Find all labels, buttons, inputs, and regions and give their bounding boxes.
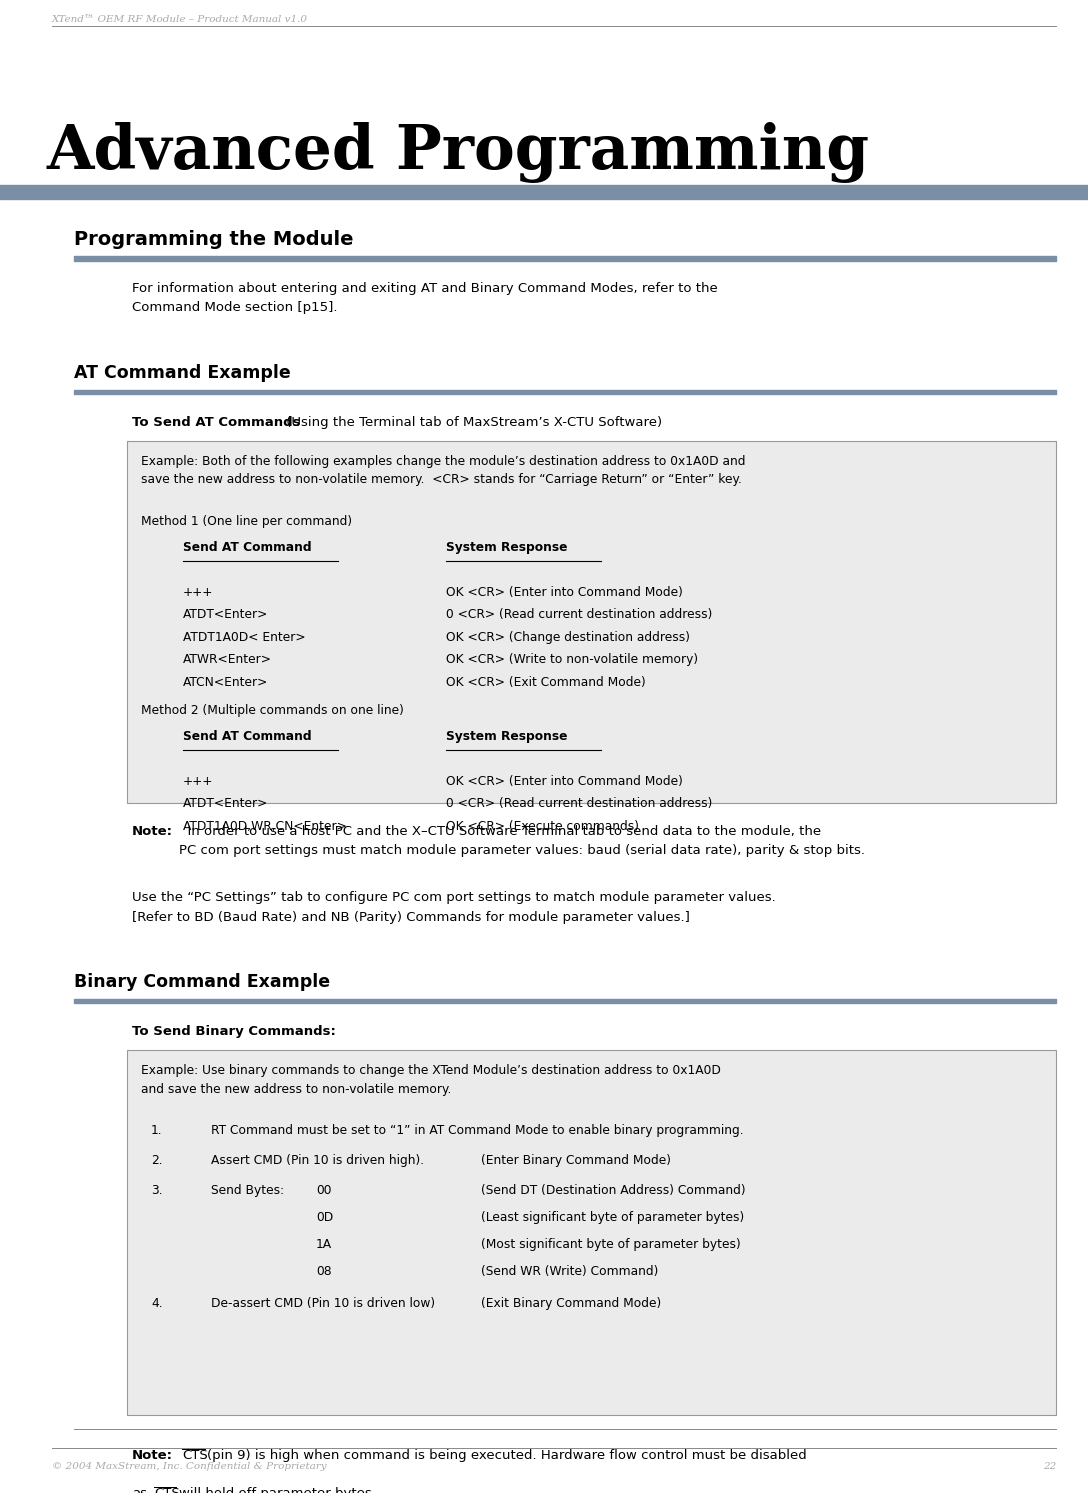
Text: OK <CR> (Enter into Command Mode): OK <CR> (Enter into Command Mode) [446,775,683,788]
Text: OK <CR> (Change destination address): OK <CR> (Change destination address) [446,632,690,643]
Text: CTS: CTS [182,1450,208,1462]
Text: 3.: 3. [151,1184,162,1197]
Text: (Exit Binary Command Mode): (Exit Binary Command Mode) [481,1297,662,1309]
Text: ATCN<Enter>: ATCN<Enter> [183,676,269,688]
Text: AT Command Example: AT Command Example [74,364,290,382]
Text: Send Bytes:: Send Bytes: [211,1184,284,1197]
Text: (Using the Terminal tab of MaxStream’s X-CTU Software): (Using the Terminal tab of MaxStream’s X… [282,417,663,428]
Text: For information about entering and exiting AT and Binary Command Modes, refer to: For information about entering and exiti… [132,282,718,315]
Text: +++: +++ [183,585,213,599]
Text: (Least significant byte of parameter bytes): (Least significant byte of parameter byt… [481,1211,744,1224]
Text: OK <CR> (Execute commands): OK <CR> (Execute commands) [446,820,639,833]
Text: 2.: 2. [151,1154,162,1168]
Text: (Most significant byte of parameter bytes): (Most significant byte of parameter byte… [481,1238,741,1251]
Text: To Send AT Commands: To Send AT Commands [132,417,300,428]
Text: Assert CMD (Pin 10 is driven high).: Assert CMD (Pin 10 is driven high). [211,1154,424,1168]
Text: RT Command must be set to “1” in AT Command Mode to enable binary programming.: RT Command must be set to “1” in AT Comm… [211,1124,743,1138]
Text: 0D: 0D [316,1211,333,1224]
Text: 4.: 4. [151,1297,162,1309]
Text: Method 2 (Multiple commands on one line): Method 2 (Multiple commands on one line) [141,705,404,717]
Text: Use the “PC Settings” tab to configure PC com port settings to match module para: Use the “PC Settings” tab to configure P… [132,891,776,924]
Text: (Enter Binary Command Mode): (Enter Binary Command Mode) [481,1154,671,1168]
Text: 1A: 1A [316,1238,332,1251]
Text: XTend™ OEM RF Module – Product Manual v1.0: XTend™ OEM RF Module – Product Manual v1… [52,15,308,24]
FancyBboxPatch shape [127,1050,1056,1415]
Text: © 2004 MaxStream, Inc. Confidential & Proprietary: © 2004 MaxStream, Inc. Confidential & Pr… [52,1462,326,1471]
Text: Advanced Programming: Advanced Programming [47,122,870,184]
FancyBboxPatch shape [127,440,1056,803]
Text: (Send DT (Destination Address) Command): (Send DT (Destination Address) Command) [481,1184,745,1197]
Text: Programming the Module: Programming the Module [74,230,354,249]
Text: Example: Use binary commands to change the XTend Module’s destination address to: Example: Use binary commands to change t… [141,1065,721,1096]
Text: OK <CR> (Enter into Command Mode): OK <CR> (Enter into Command Mode) [446,585,683,599]
Text: System Response: System Response [446,540,568,554]
Text: CTS: CTS [154,1487,180,1493]
Text: 0 <CR> (Read current destination address): 0 <CR> (Read current destination address… [446,609,713,621]
Text: as: as [132,1487,147,1493]
Text: Method 1 (One line per command): Method 1 (One line per command) [141,515,353,529]
Text: 1.: 1. [151,1124,162,1138]
Text: OK <CR> (Write to non-volatile memory): OK <CR> (Write to non-volatile memory) [446,654,698,666]
Text: ATDT<Enter>: ATDT<Enter> [183,797,269,811]
Text: Binary Command Example: Binary Command Example [74,973,330,991]
Text: ATDT<Enter>: ATDT<Enter> [183,609,269,621]
Text: Note:: Note: [132,826,173,838]
Text: System Response: System Response [446,730,568,744]
Text: Send AT Command: Send AT Command [183,730,311,744]
Text: 0 <CR> (Read current destination address): 0 <CR> (Read current destination address… [446,797,713,811]
Text: (Send WR (Write) Command): (Send WR (Write) Command) [481,1265,658,1278]
Text: Note:: Note: [132,1450,173,1462]
Text: To Send Binary Commands:: To Send Binary Commands: [132,1026,336,1038]
Text: OK <CR> (Exit Command Mode): OK <CR> (Exit Command Mode) [446,676,646,688]
Text: ATDT1A0D,WR,CN<Enter>: ATDT1A0D,WR,CN<Enter> [183,820,348,833]
Text: De-assert CMD (Pin 10 is driven low): De-assert CMD (Pin 10 is driven low) [211,1297,435,1309]
Text: will hold off parameter bytes.: will hold off parameter bytes. [180,1487,375,1493]
Text: (pin 9) is high when command is being executed. Hardware flow control must be di: (pin 9) is high when command is being ex… [207,1450,806,1462]
Text: ATDT1A0D< Enter>: ATDT1A0D< Enter> [183,632,306,643]
Text: ATWR<Enter>: ATWR<Enter> [183,654,272,666]
Text: 22: 22 [1042,1462,1056,1471]
Text: Send AT Command: Send AT Command [183,540,311,554]
Text: 08: 08 [316,1265,332,1278]
Text: In order to use a host PC and the X–CTU Software Terminal tab to send data to th: In order to use a host PC and the X–CTU … [180,826,865,857]
Text: Example: Both of the following examples change the module’s destination address : Example: Both of the following examples … [141,455,745,487]
Text: 00: 00 [316,1184,332,1197]
Text: +++: +++ [183,775,213,788]
